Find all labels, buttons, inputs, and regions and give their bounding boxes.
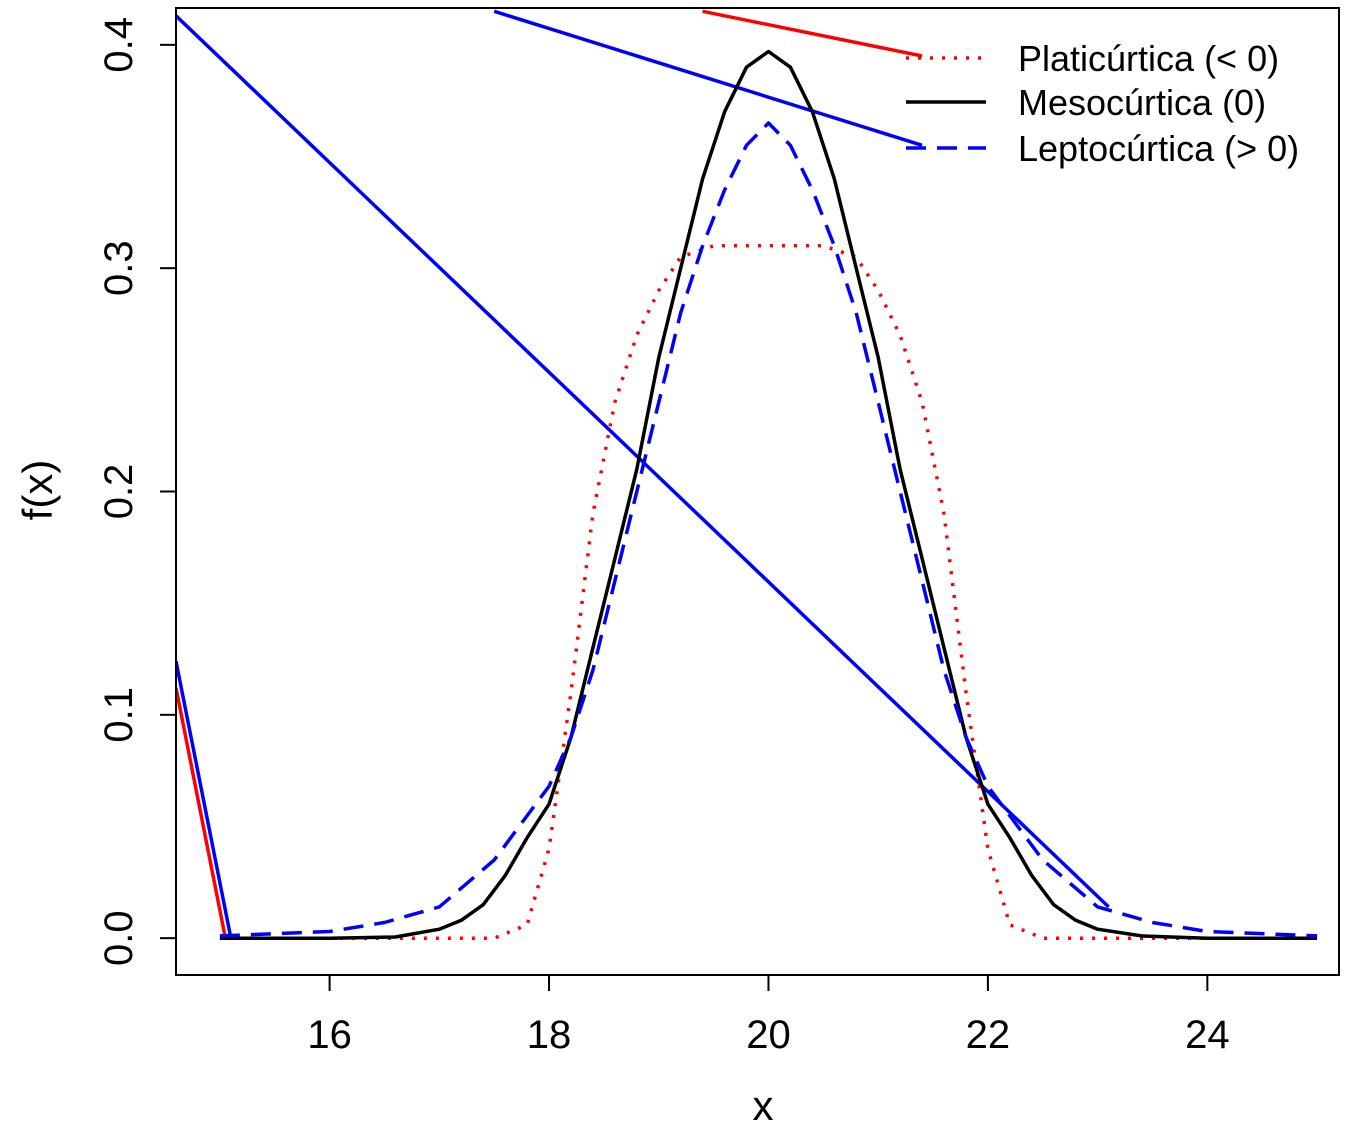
y-axis: 0.0 0.1 0.2 0.3 0.4 bbox=[97, 17, 176, 966]
x-tick-label: 24 bbox=[1185, 1013, 1230, 1057]
series-lines bbox=[219, 49, 1318, 940]
x-tick-label: 20 bbox=[746, 1013, 791, 1057]
y-tick-label: 0.4 bbox=[97, 17, 141, 73]
overlay-line bbox=[176, 14, 1110, 909]
x-axis-title: x bbox=[753, 1082, 774, 1127]
overlay-line bbox=[493, 9, 923, 147]
legend: Platicúrtica (< 0)Mesocúrtica (0) Leptocú… bbox=[906, 38, 1299, 169]
x-tick-label: 16 bbox=[307, 1013, 352, 1057]
legend-label: Mesocúrtica (0) bbox=[1018, 82, 1266, 123]
overlay-lines bbox=[176, 9, 1110, 939]
overlay-line bbox=[176, 660, 233, 939]
y-tick-label: 0.3 bbox=[97, 240, 141, 296]
series-line bbox=[219, 121, 1318, 938]
x-tick-label: 18 bbox=[527, 1013, 572, 1057]
y-axis-title: f(x) bbox=[14, 460, 61, 521]
overlay-line bbox=[176, 687, 228, 939]
y-tick-label: 0.1 bbox=[97, 687, 141, 743]
series-line bbox=[219, 49, 1318, 940]
x-tick-label: 22 bbox=[966, 1013, 1011, 1057]
y-tick-label: 0.0 bbox=[97, 910, 141, 966]
y-tick-label: 0.2 bbox=[97, 464, 141, 520]
legend-label: Platicúrtica (< 0) bbox=[1018, 38, 1279, 79]
legend-label: Leptocúrtica (> 0) bbox=[1018, 128, 1299, 169]
overlay-line bbox=[702, 9, 923, 58]
x-axis: 16 18 20 22 24 bbox=[307, 975, 1230, 1057]
series-line bbox=[219, 244, 1318, 940]
